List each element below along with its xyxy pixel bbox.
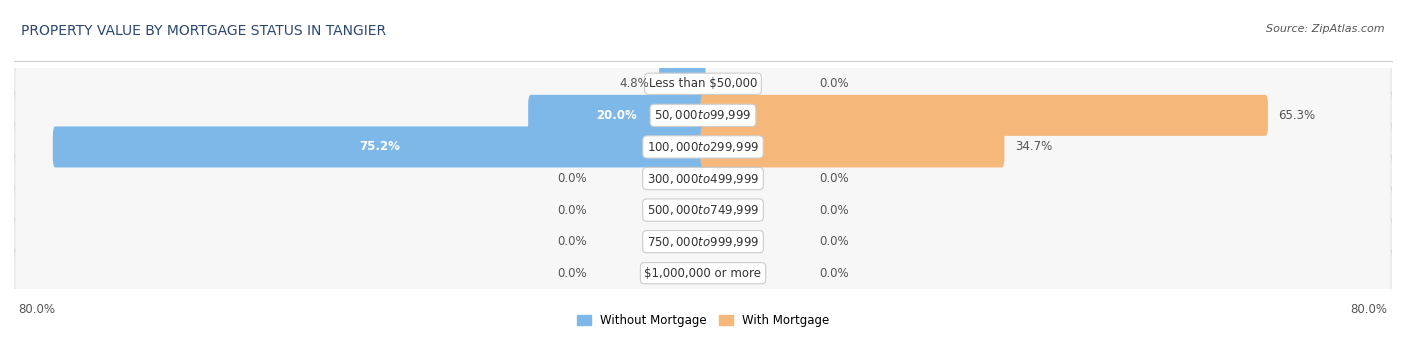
Text: 0.0%: 0.0% <box>820 77 849 90</box>
FancyBboxPatch shape <box>14 59 1392 108</box>
FancyBboxPatch shape <box>15 62 1391 105</box>
Text: 0.0%: 0.0% <box>557 172 586 185</box>
FancyBboxPatch shape <box>15 94 1391 137</box>
FancyBboxPatch shape <box>700 95 1268 136</box>
FancyBboxPatch shape <box>659 63 706 104</box>
FancyBboxPatch shape <box>15 252 1391 295</box>
Text: $750,000 to $999,999: $750,000 to $999,999 <box>647 235 759 249</box>
FancyBboxPatch shape <box>53 126 706 167</box>
Text: 0.0%: 0.0% <box>820 204 849 217</box>
Text: $500,000 to $749,999: $500,000 to $749,999 <box>647 203 759 217</box>
Text: 75.2%: 75.2% <box>359 140 399 153</box>
Text: 80.0%: 80.0% <box>1351 303 1388 316</box>
Text: $1,000,000 or more: $1,000,000 or more <box>644 267 762 280</box>
FancyBboxPatch shape <box>14 91 1392 140</box>
FancyBboxPatch shape <box>529 95 706 136</box>
Text: 0.0%: 0.0% <box>820 172 849 185</box>
FancyBboxPatch shape <box>14 249 1392 298</box>
Text: 34.7%: 34.7% <box>1015 140 1052 153</box>
Text: 0.0%: 0.0% <box>557 267 586 280</box>
FancyBboxPatch shape <box>14 186 1392 234</box>
FancyBboxPatch shape <box>15 125 1391 169</box>
Text: 0.0%: 0.0% <box>557 235 586 248</box>
Text: 80.0%: 80.0% <box>18 303 55 316</box>
FancyBboxPatch shape <box>15 220 1391 264</box>
Text: 0.0%: 0.0% <box>820 235 849 248</box>
Text: $300,000 to $499,999: $300,000 to $499,999 <box>647 171 759 186</box>
Text: 20.0%: 20.0% <box>596 109 637 122</box>
FancyBboxPatch shape <box>14 123 1392 171</box>
Text: Less than $50,000: Less than $50,000 <box>648 77 758 90</box>
FancyBboxPatch shape <box>14 154 1392 203</box>
Legend: Without Mortgage, With Mortgage: Without Mortgage, With Mortgage <box>572 309 834 332</box>
FancyBboxPatch shape <box>15 157 1391 200</box>
Text: 4.8%: 4.8% <box>619 77 648 90</box>
FancyBboxPatch shape <box>14 217 1392 266</box>
Text: $100,000 to $299,999: $100,000 to $299,999 <box>647 140 759 154</box>
FancyBboxPatch shape <box>700 126 1004 167</box>
Text: PROPERTY VALUE BY MORTGAGE STATUS IN TANGIER: PROPERTY VALUE BY MORTGAGE STATUS IN TAN… <box>21 24 387 38</box>
Text: Source: ZipAtlas.com: Source: ZipAtlas.com <box>1267 24 1385 34</box>
Text: 65.3%: 65.3% <box>1278 109 1316 122</box>
FancyBboxPatch shape <box>15 188 1391 232</box>
Text: 0.0%: 0.0% <box>820 267 849 280</box>
Text: $50,000 to $99,999: $50,000 to $99,999 <box>654 108 752 122</box>
Text: 0.0%: 0.0% <box>557 204 586 217</box>
